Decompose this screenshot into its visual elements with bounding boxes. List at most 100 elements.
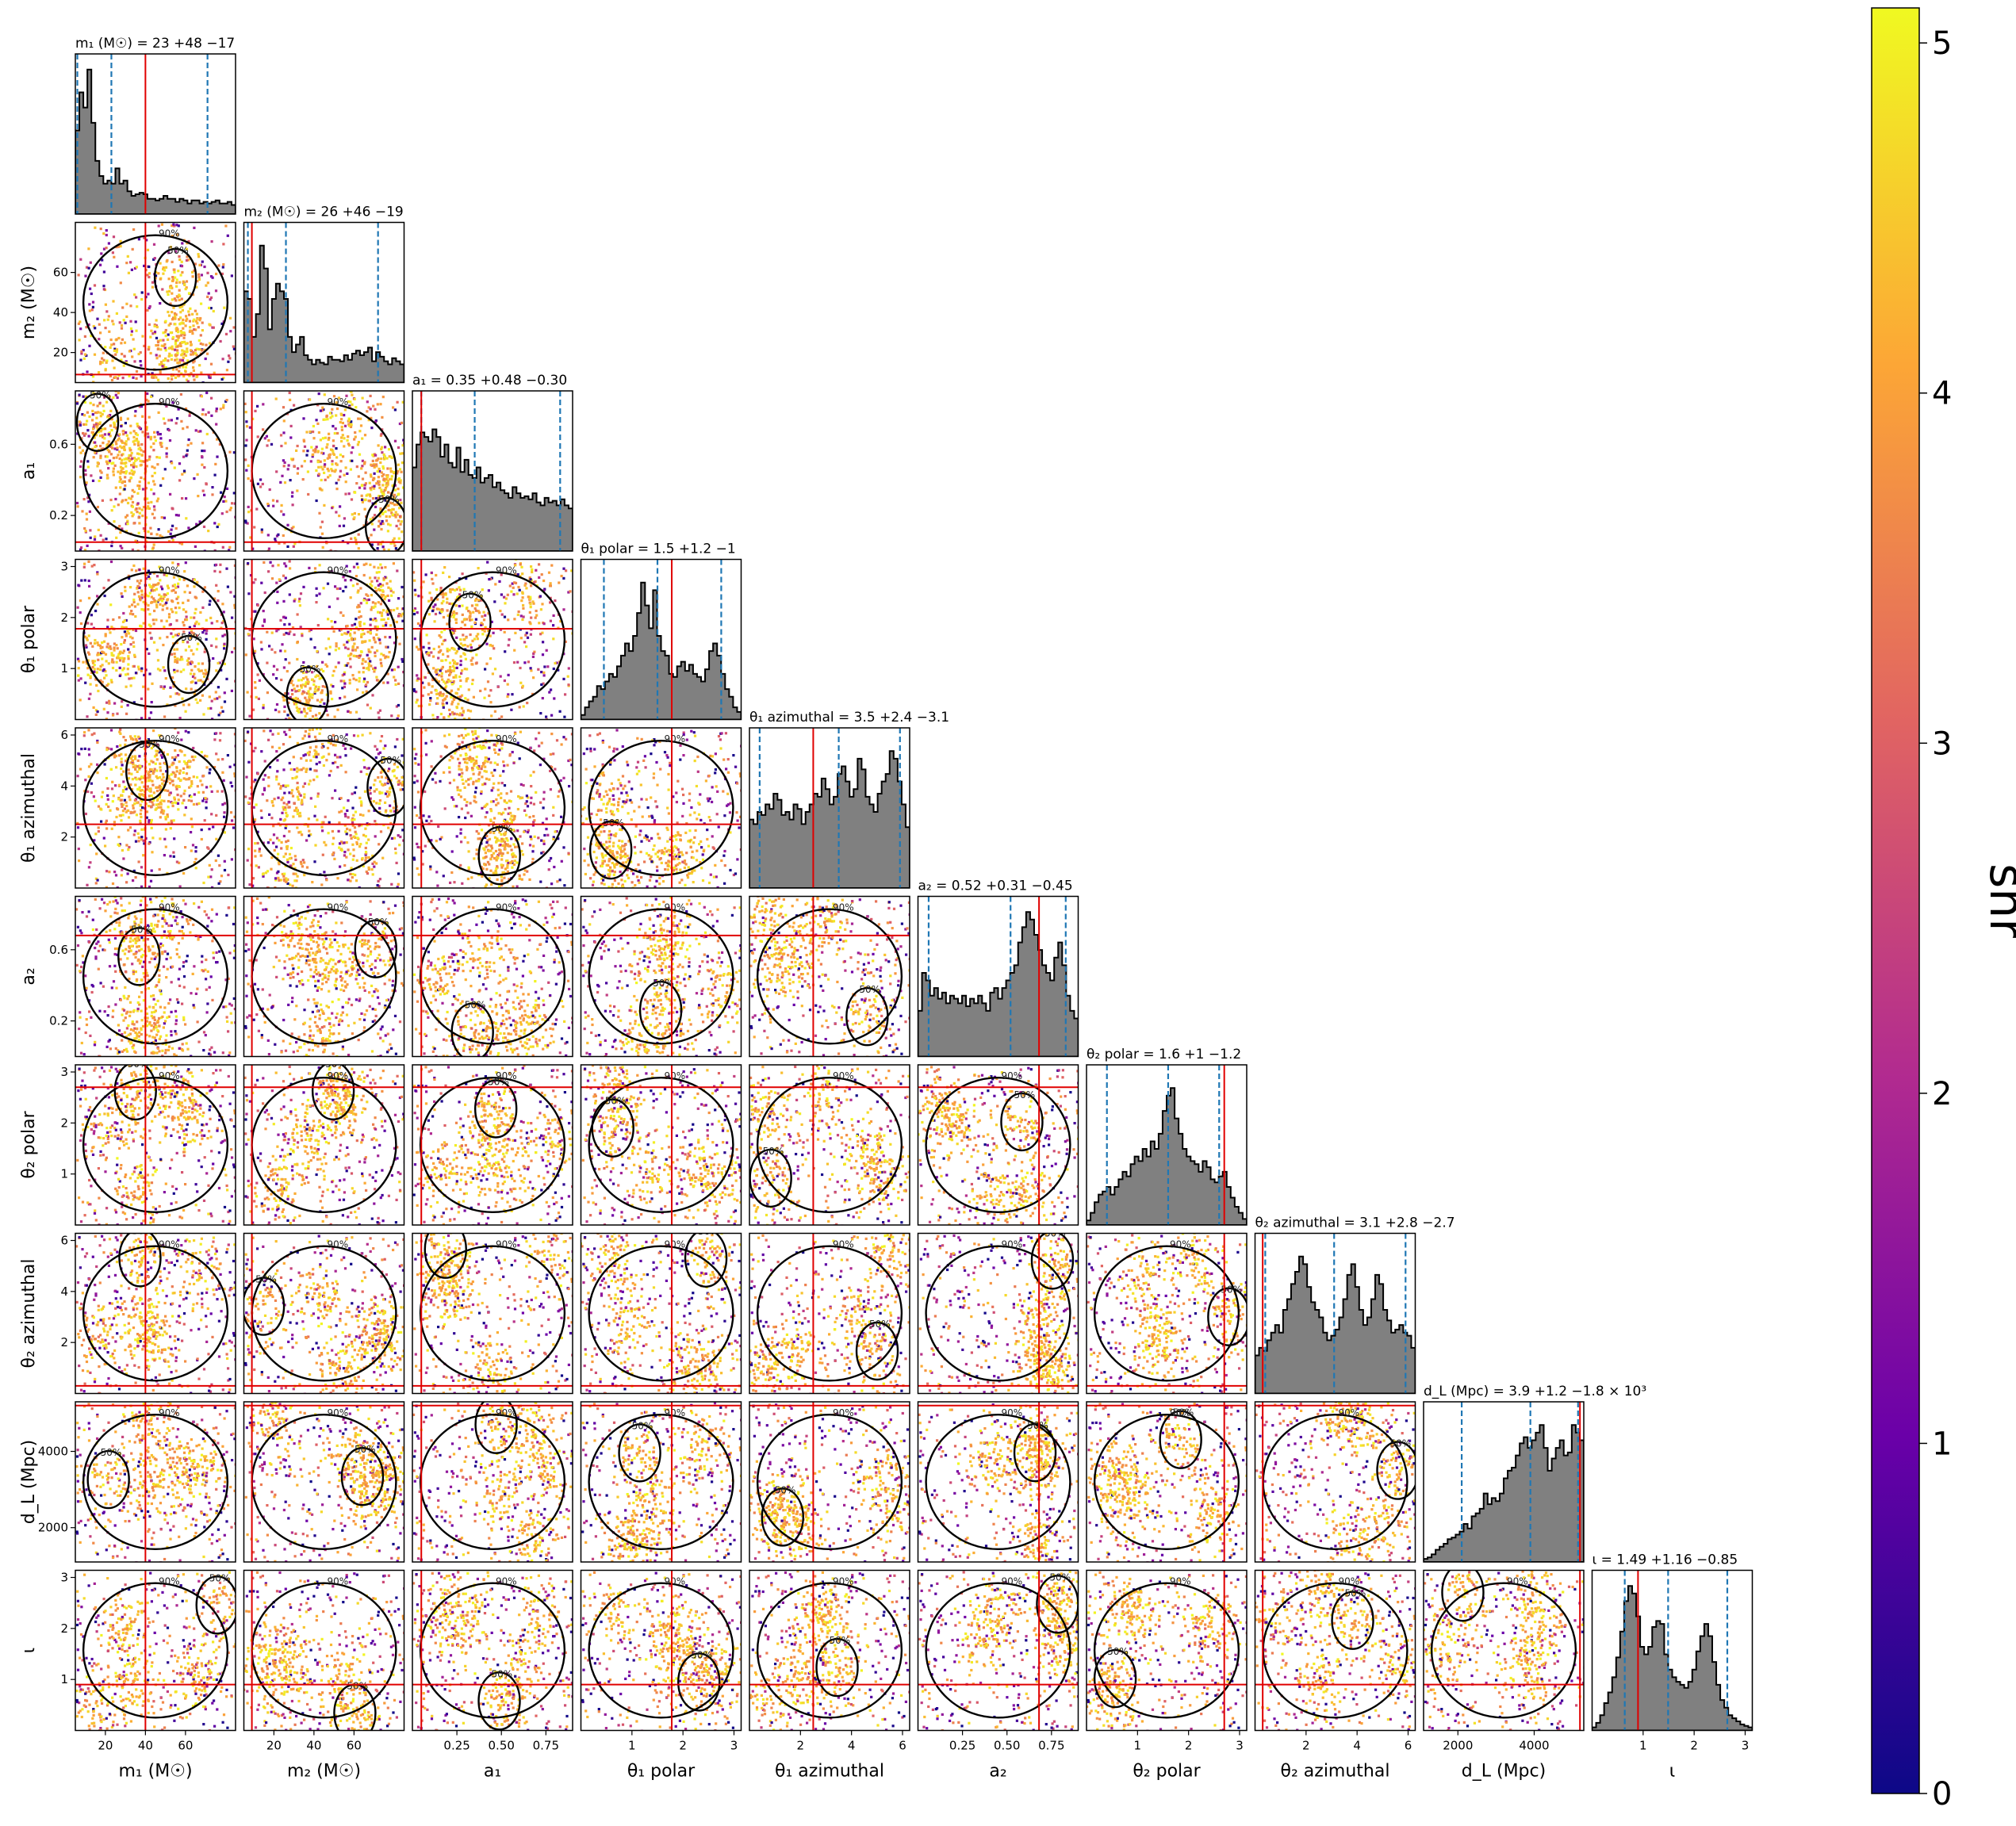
x-tick-label: 3: [1236, 1739, 1244, 1753]
panel-frame: [1086, 1401, 1248, 1563]
x-tick-label: 0.50: [994, 1739, 1020, 1753]
x-axis-label: a₁: [484, 1762, 501, 1782]
contour-label-90: 90%: [159, 396, 180, 408]
scatter-points: 90% 50%: [581, 1065, 742, 1225]
panel-frame: [749, 895, 910, 1058]
y-axis-label: θ₁ azimuthal: [19, 753, 39, 863]
contour-50: [761, 1487, 804, 1547]
contour-50: [474, 1402, 518, 1454]
panel-frame: [580, 1569, 742, 1732]
scatter-points: 90% 50%: [75, 391, 236, 551]
scatter-panel-theta1_polar-theta2_polar: 90% 50%: [580, 1064, 742, 1226]
scatter-points: 90% 50%: [918, 1402, 1079, 1562]
contour-50: [638, 980, 683, 1040]
histogram-bars: [243, 244, 404, 383]
histogram-title: θ₂ azimuthal = 3.1 +2.8 −2.7: [1255, 1215, 1455, 1231]
contour-50: [1207, 1287, 1247, 1346]
contour-label-50: 50%: [603, 817, 624, 829]
contour-90: [756, 908, 903, 1045]
contour-90: [588, 908, 734, 1045]
contour-50: [153, 247, 197, 308]
x-axis-label: m₂ (M☉): [287, 1762, 361, 1782]
scatter-panel-theta2_azimuthal-dL: 90% 50%: [1254, 1401, 1416, 1563]
contour-90: [925, 1582, 1071, 1719]
scatter-points: 90% 50%: [581, 896, 742, 1057]
contour-label-90: 90%: [1002, 1239, 1023, 1250]
contour-label-50: 50%: [209, 1572, 231, 1583]
contour-50: [450, 1002, 494, 1057]
contour-50: [366, 757, 404, 817]
contour-50: [113, 1065, 157, 1121]
x-tick-label: 3: [730, 1739, 738, 1753]
contour-50: [815, 1637, 859, 1698]
contour-label-90: 90%: [496, 733, 517, 745]
scatter-points: 90% 50%: [581, 1402, 742, 1562]
panel-frame: [917, 1569, 1079, 1732]
contour-50: [340, 1447, 385, 1506]
scatter-points: 90% 50%: [581, 1570, 742, 1731]
contour-label-90: 90%: [159, 1576, 180, 1587]
panel-frame: [243, 1569, 405, 1732]
x-axis-label: a₂: [989, 1762, 1006, 1782]
scatter-panel-a2-theta2_polar: 90% 50%: [917, 1064, 1079, 1226]
contour-90: [82, 739, 229, 877]
y-axis-label: θ₂ azimuthal: [19, 1259, 39, 1369]
panel-frame: [1086, 1232, 1248, 1395]
y-tick-label: 3: [60, 560, 68, 574]
contour-90: [588, 739, 734, 877]
panel-frame: [412, 1401, 573, 1563]
contour-90: [82, 1582, 229, 1719]
histogram-panel-m1: m₁ (M☉) = 23 +48 −17: [75, 36, 236, 215]
contour-label-90: 90%: [159, 1407, 180, 1418]
contour-label-50: 50%: [1027, 1420, 1048, 1431]
panel-frame: [75, 53, 236, 215]
x-tick-label: 2: [1185, 1739, 1193, 1753]
panel-frame: [243, 390, 405, 552]
contour-label-50: 50%: [465, 1000, 486, 1011]
contour-label-90: 90%: [328, 396, 349, 408]
x-tick-label: 4: [1353, 1739, 1361, 1753]
scatter-panel-a2-dL: 90% 50%: [917, 1401, 1079, 1563]
histogram-title: a₂ = 0.52 +0.31 −0.45: [918, 879, 1073, 894]
y-axis-label: m₂ (M☉): [19, 266, 39, 339]
y-axis-label: d_L (Mpc): [19, 1440, 39, 1524]
contour-90: [756, 1413, 903, 1551]
contour-label-50: 50%: [1221, 1284, 1242, 1296]
contour-label-50: 50%: [380, 755, 401, 766]
x-tick-label: 0.25: [949, 1739, 975, 1753]
y-tick-label: 1: [60, 661, 68, 676]
panel-frame: [749, 1064, 910, 1226]
scatter-points: 90% 50%: [749, 896, 910, 1057]
scatter-points: 90% 50%: [412, 896, 573, 1057]
y-tick-label: 60: [53, 266, 68, 280]
x-tick-label: 40: [306, 1739, 321, 1753]
histogram-bars: [1087, 1087, 1247, 1225]
y-tick-label: 40: [53, 305, 68, 320]
contour-90: [82, 1245, 229, 1382]
contour-label-90: 90%: [159, 902, 180, 913]
x-tick-label: 2: [1302, 1739, 1310, 1753]
x-tick-label: 60: [347, 1739, 362, 1753]
panel-frame: [917, 1232, 1079, 1395]
contour-label-50: 50%: [775, 1484, 796, 1495]
contour-label-50: 50%: [489, 1392, 510, 1403]
scatter-panel-theta1_polar-theta2_azimuthal: 90% 50%: [580, 1232, 742, 1395]
y-tick-label: 1: [60, 1672, 68, 1686]
contour-90: [82, 402, 229, 540]
scatter-points: 90% 50%: [75, 1065, 236, 1225]
histogram-bars: [1424, 1424, 1584, 1562]
contour-50: [1013, 1422, 1057, 1483]
scatter-panel-m2-a1: 90% 50%: [243, 390, 405, 552]
contour-50: [477, 825, 521, 886]
contour-90: [1093, 1413, 1240, 1551]
contour-50: [424, 1233, 467, 1279]
panel-frame: [243, 1232, 405, 1395]
contour-90: [419, 1076, 566, 1214]
histogram-title: d_L (Mpc) = 3.9 +1.2 −1.8 × 10³: [1424, 1384, 1646, 1399]
x-tick-label: 0.75: [1038, 1739, 1064, 1753]
contour-label-50: 50%: [378, 494, 400, 505]
contour-50: [311, 1065, 355, 1121]
contour-label-90: 90%: [496, 1070, 517, 1081]
y-tick-label: 3: [60, 1571, 68, 1585]
